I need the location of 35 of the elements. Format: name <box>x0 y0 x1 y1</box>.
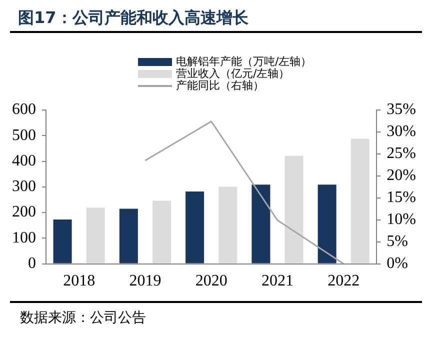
legend-label: 产能同比（右轴） <box>176 79 264 92</box>
y2-tick-label: 5% <box>386 233 408 250</box>
y-tick-label: 600 <box>12 101 36 118</box>
bar <box>350 138 370 264</box>
y2-tick-label: 30% <box>386 123 416 140</box>
y-tick-label: 0 <box>28 255 36 272</box>
bar <box>218 186 238 264</box>
y-tick-label: 200 <box>12 204 36 221</box>
y2-tick-label: 10% <box>386 211 416 228</box>
y2-tick-label: 35% <box>386 101 416 118</box>
bar <box>252 184 270 264</box>
x-tick-label: 2020 <box>195 272 228 290</box>
y-tick-label: 500 <box>12 126 36 144</box>
x-tick-label: 2021 <box>261 272 294 290</box>
x-tick-label: 2019 <box>129 272 162 290</box>
y2-tick-label: 15% <box>386 189 416 206</box>
bar <box>152 200 171 264</box>
y2-tick-label: 0% <box>386 255 408 272</box>
y-tick-label: 400 <box>12 152 36 170</box>
bar <box>186 192 204 264</box>
source-note: 数据来源：公司公告 <box>20 309 146 327</box>
y-tick-label: 100 <box>12 229 36 246</box>
chart-title: 图17：公司产能和收入高速增长 <box>18 8 248 29</box>
x-tick-label: 2022 <box>328 272 360 290</box>
bar <box>86 208 105 264</box>
bar <box>53 219 72 264</box>
y2-tick-label: 25% <box>386 145 416 162</box>
y2-tick-label: 20% <box>386 167 416 184</box>
bar <box>318 184 336 264</box>
legend-label: 营业收入（亿元/左轴） <box>176 67 290 80</box>
x-tick-label: 2018 <box>63 272 96 290</box>
bar <box>119 208 138 264</box>
bar <box>284 156 304 264</box>
legend-label: 电解铝年产能（万吨/左轴） <box>176 55 312 68</box>
y-tick-label: 300 <box>12 178 36 196</box>
